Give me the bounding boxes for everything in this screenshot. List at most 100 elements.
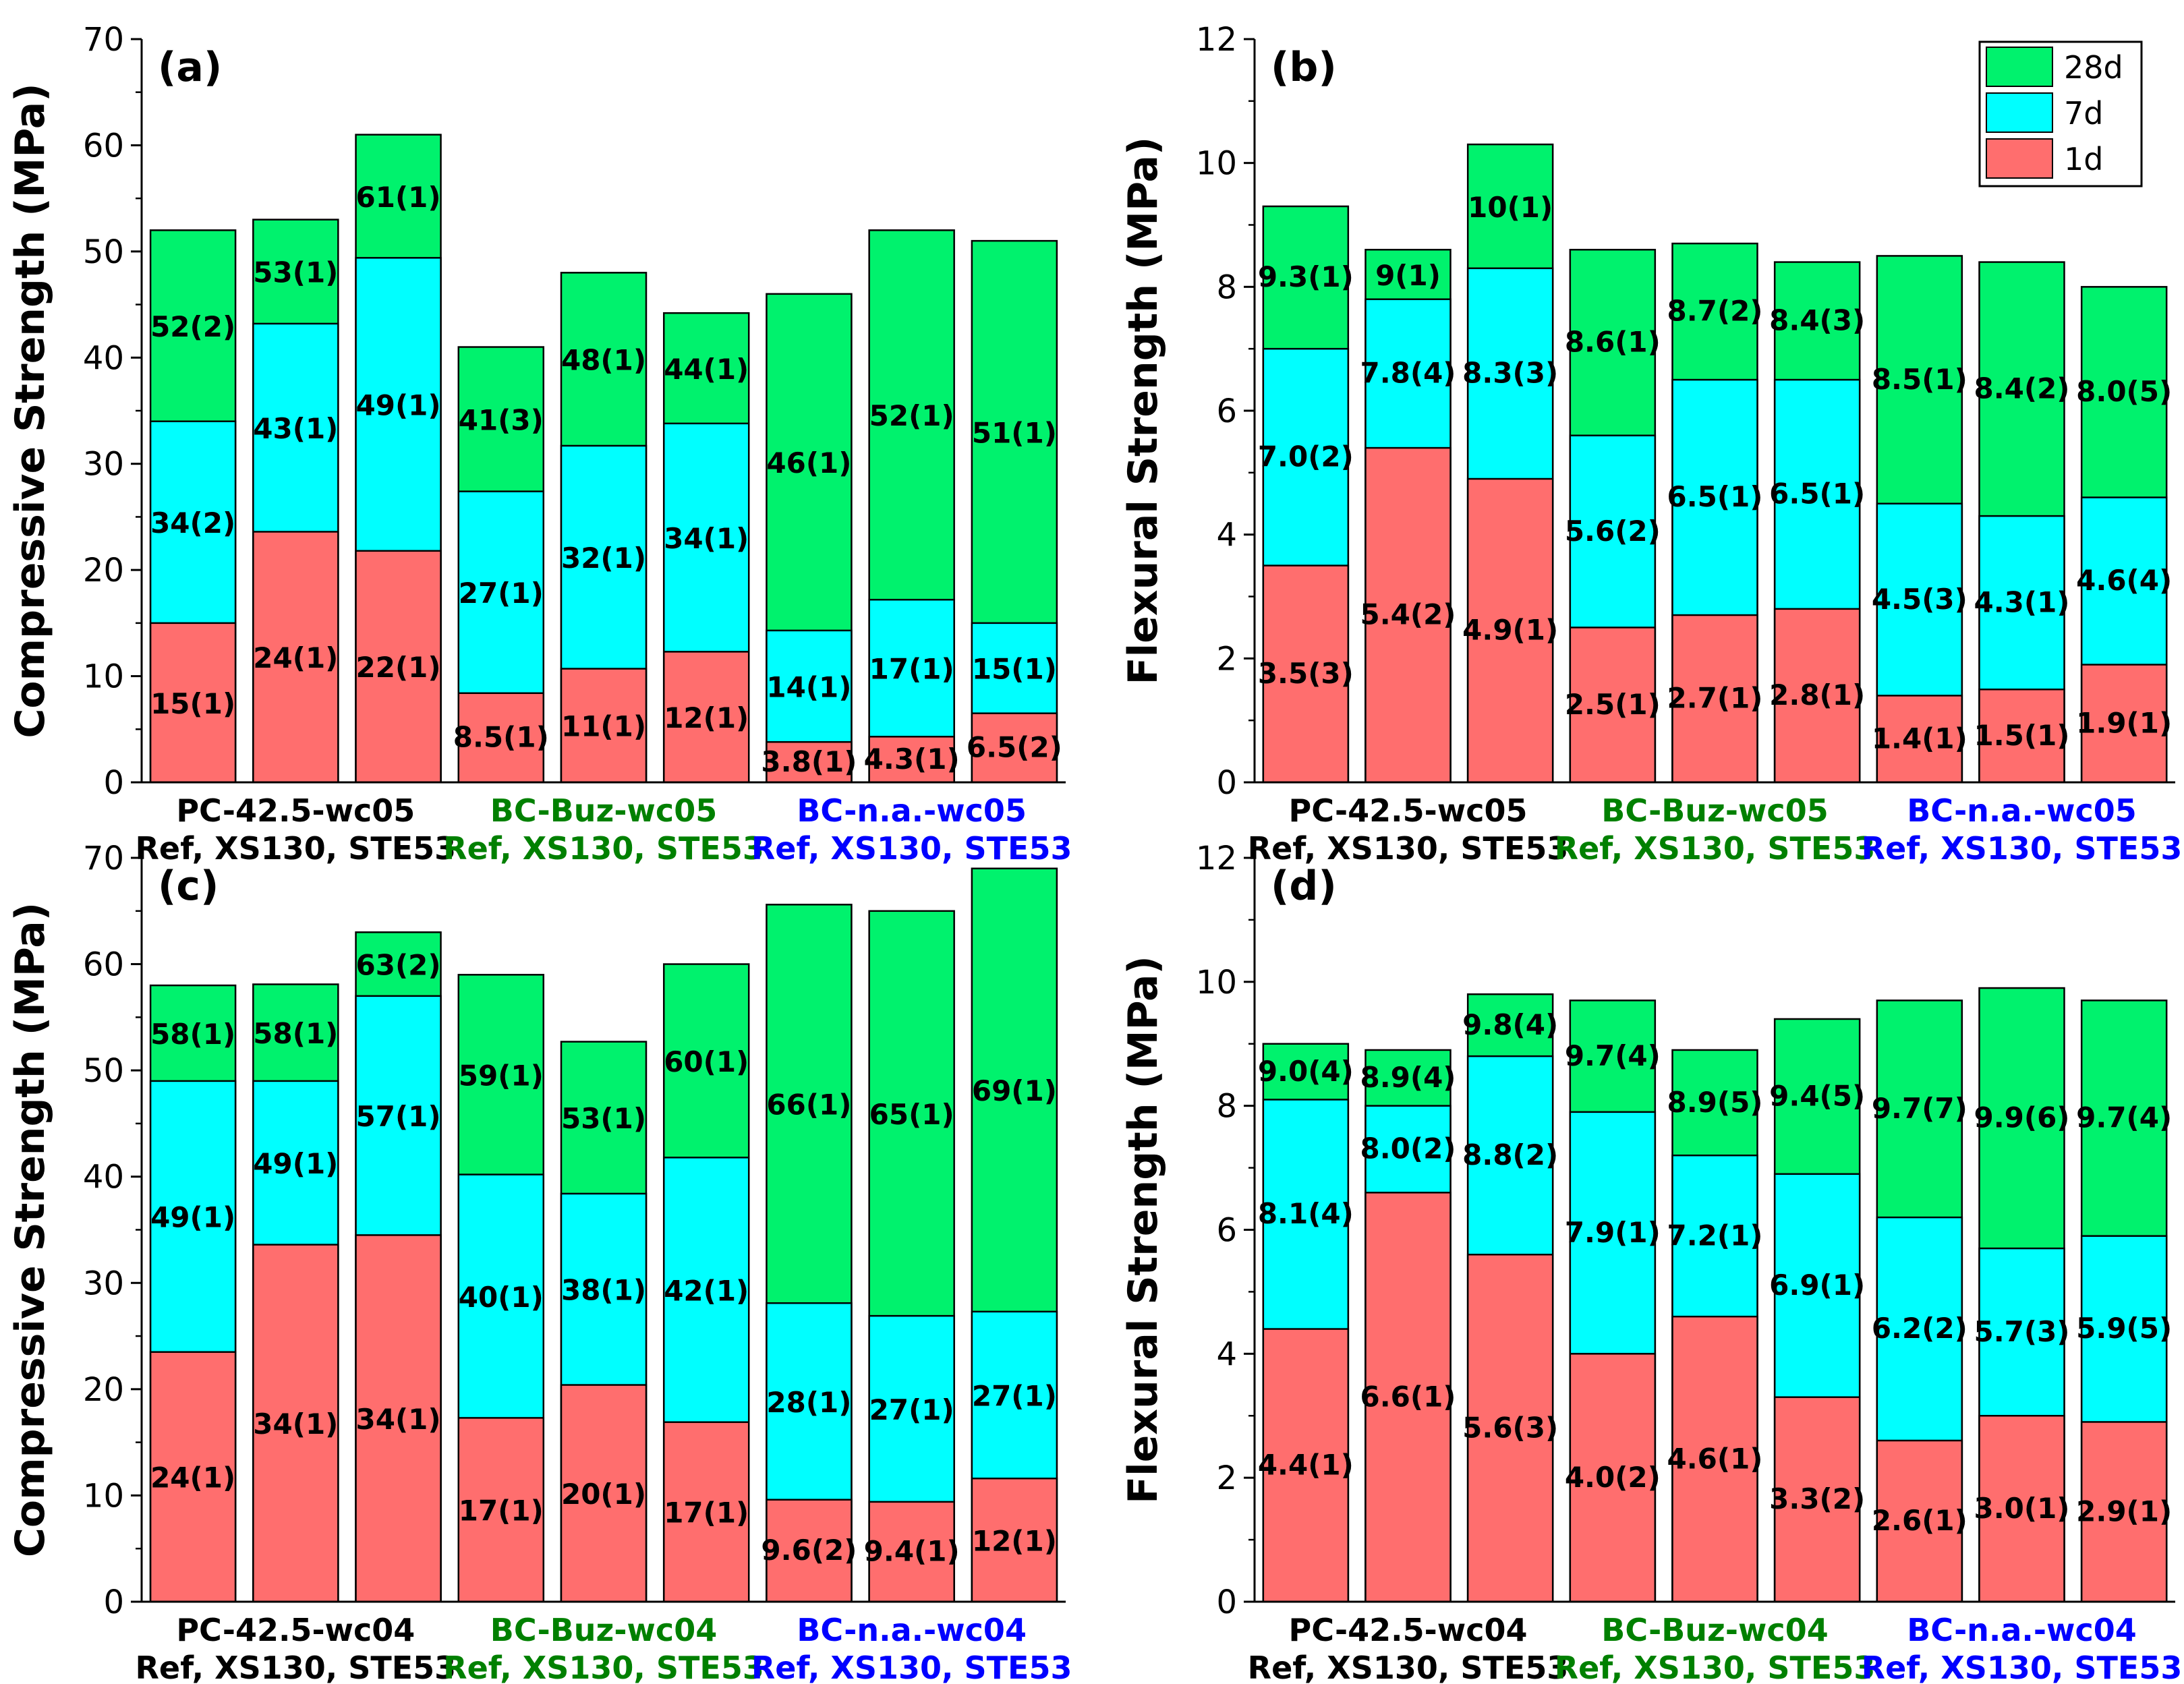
value-label-b-28d-9: 8.0(5) [2076,375,2172,408]
value-label-a-1d-1: 15(1) [150,687,235,720]
y-tick-label-c-40: 40 [83,1159,124,1196]
legend-item-1d: 1d [1986,138,2103,179]
panel-label-d: (d) [1271,863,1337,910]
value-label-a-28d-6: 44(1) [664,353,749,386]
y-tick-label-c-70: 70 [83,840,124,877]
value-label-b-1d-6: 2.8(1) [1769,678,1865,712]
value-label-c-1d-6: 17(1) [664,1497,749,1530]
y-tick-label-d-6: 6 [1216,1212,1237,1250]
value-label-b-7d-5: 6.5(1) [1667,480,1762,513]
value-label-b-7d-1: 7.0(2) [1258,440,1354,473]
y-tick-label-d-2: 2 [1216,1459,1237,1497]
y-tick-label-b-4: 4 [1216,517,1237,554]
value-label-d-28d-4: 9.7(4) [1565,1039,1661,1072]
y-tick-label-b-12: 12 [1196,21,1237,59]
legend-item-7d: 7d [1986,92,2103,133]
value-label-c-28d-2: 58(1) [253,1017,338,1050]
group-sublabel-d-1: Ref, XS130, STE53 [1248,1650,1569,1684]
value-label-d-28d-1: 9.0(4) [1258,1055,1354,1088]
y-tick-label-b-2: 2 [1216,640,1237,678]
y-tick-label-d-8: 8 [1216,1088,1237,1126]
group-sublabel-b-1: Ref, XS130, STE53 [1248,830,1569,867]
value-label-d-7d-7: 6.2(2) [1872,1312,1967,1345]
legend-swatch-28d [1986,47,2053,87]
value-label-b-28d-5: 8.7(2) [1667,295,1762,328]
panel-label-a: (a) [158,44,222,91]
group-sublabel-a-3: Ref, XS130, STE53 [751,830,1072,867]
legend-label-28d: 28d [2064,49,2123,86]
bar-b-1d-1 [1262,564,1350,784]
value-label-c-1d-4: 17(1) [459,1494,544,1528]
value-label-c-7d-7: 28(1) [766,1386,851,1419]
y-tick-label-a-60: 60 [83,127,124,165]
bar-d-1d-9 [2080,1421,2168,1603]
group-label-c-3: BC-n.a.-wc04 [797,1612,1027,1648]
value-label-d-1d-5: 4.6(1) [1667,1442,1762,1475]
value-label-a-1d-9: 6.5(2) [967,731,1062,764]
value-label-a-7d-3: 49(1) [356,388,441,422]
value-label-d-28d-6: 9.4(5) [1769,1080,1865,1113]
value-label-c-28d-9: 69(1) [972,1074,1057,1107]
value-label-a-1d-7: 3.8(1) [761,745,857,778]
group-sublabel-a-2: Ref, XS130, STE53 [443,830,764,867]
bar-a-1d-9 [971,712,1058,784]
value-label-d-7d-5: 7.2(1) [1667,1219,1762,1252]
value-label-a-28d-1: 52(2) [150,310,235,343]
value-label-b-28d-8: 8.4(2) [1974,372,2069,405]
y-tick-label-d-0: 0 [1216,1584,1237,1621]
value-label-d-28d-9: 9.7(4) [2076,1101,2172,1134]
legend-item-28d: 28d [1986,47,2123,87]
y-tick-label-a-20: 20 [83,552,124,589]
value-label-a-1d-8: 4.3(1) [864,743,960,776]
bar-b-1d-9 [2080,664,2168,784]
group-sublabel-d-3: Ref, XS130, STE53 [1862,1650,2183,1684]
value-label-b-7d-9: 4.6(4) [2076,564,2172,597]
value-label-d-7d-6: 6.9(1) [1769,1269,1865,1302]
y-axis-title-c: Compressive Strength (MPa) [7,902,54,1557]
value-label-d-1d-3: 5.6(3) [1462,1411,1558,1444]
value-label-b-7d-3: 8.3(3) [1462,357,1558,390]
y-tick-label-a-50: 50 [83,233,124,271]
value-label-b-7d-7: 4.5(3) [1872,583,1967,616]
value-label-d-28d-8: 9.9(6) [1974,1101,2069,1134]
y-axis-title-b: Flexural Strength (MPa) [1120,137,1167,685]
value-label-d-7d-3: 8.8(2) [1462,1138,1558,1171]
value-label-d-1d-8: 3.0(1) [1974,1492,2069,1525]
value-label-c-28d-1: 58(1) [150,1018,235,1051]
value-label-b-7d-4: 5.6(2) [1565,515,1661,548]
bar-c-1d-5 [560,1384,648,1603]
value-label-d-28d-2: 8.9(4) [1360,1061,1456,1094]
value-label-c-7d-3: 57(1) [356,1100,441,1133]
y-tick-label-b-10: 10 [1196,145,1237,183]
value-label-a-28d-8: 52(1) [869,399,954,432]
group-label-a-2: BC-Buz-wc05 [490,792,717,829]
value-label-d-7d-4: 7.9(1) [1565,1216,1661,1249]
panel-b: 3.5(3)5.4(2) 4.9(1) 2.5(1) 2.7(1) 2.8(1)1.4(… [1120,21,2182,867]
bar-a-1d-5 [560,668,648,784]
value-label-c-7d-2: 49(1) [253,1147,338,1180]
bar-a-1d-2 [252,531,339,784]
value-label-c-28d-7: 66(1) [766,1088,851,1122]
value-label-c-7d-5: 38(1) [561,1274,646,1307]
value-label-c-1d-5: 20(1) [561,1478,646,1511]
value-label-a-7d-4: 27(1) [459,577,544,610]
group-label-c-1: PC-42.5-wc04 [176,1612,415,1648]
group-label-d-1: PC-42.5-wc04 [1289,1612,1528,1648]
group-sublabel-d-2: Ref, XS130, STE53 [1555,1650,1876,1684]
value-label-c-28d-4: 59(1) [459,1059,544,1092]
value-label-d-28d-7: 9.7(7) [1872,1092,1967,1125]
value-label-c-28d-6: 60(1) [664,1045,749,1078]
value-label-a-28d-5: 48(1) [561,343,646,376]
value-label-b-7d-8: 4.3(1) [1974,585,2069,618]
value-label-c-1d-8: 9.4(1) [864,1535,960,1568]
bar-a-1d-8 [868,736,955,784]
bar-a-1d-3 [355,550,442,784]
value-label-d-28d-3: 9.8(4) [1462,1008,1558,1041]
value-label-b-7d-6: 6.5(1) [1769,477,1865,511]
bar-d-1d-4 [1569,1353,1657,1603]
group-label-a-1: PC-42.5-wc05 [176,792,415,829]
value-label-a-7d-6: 34(1) [664,522,749,555]
bar-c-1d-9 [971,1477,1058,1603]
value-label-c-7d-4: 40(1) [459,1281,544,1314]
